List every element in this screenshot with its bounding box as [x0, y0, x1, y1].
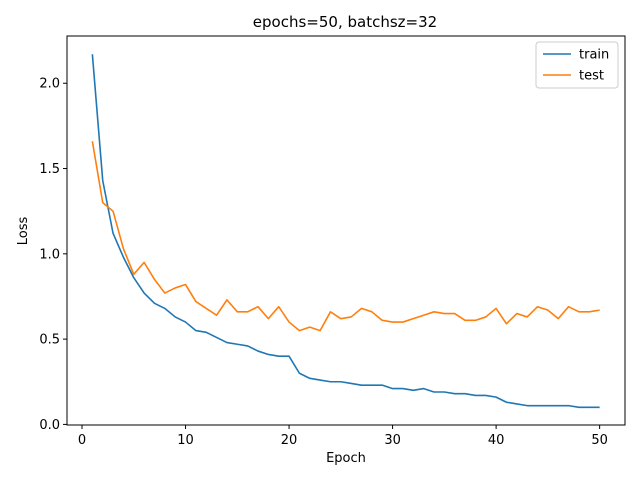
- x-tick-label: 40: [488, 433, 505, 448]
- x-tick-label: 10: [177, 433, 194, 448]
- y-tick-label: 1.5: [39, 162, 60, 177]
- legend-label-test: test: [579, 69, 604, 84]
- axes-frame: [66, 35, 626, 426]
- x-axis-ticks: 0 10 20 30 40 50: [78, 425, 608, 448]
- x-tick-label: 50: [591, 433, 608, 448]
- series-line-train: [91, 54, 600, 409]
- legend: train test: [535, 41, 619, 89]
- y-axis-title: Loss: [16, 217, 31, 246]
- legend-entries: train test: [543, 48, 609, 84]
- x-axis-title: Epoch: [326, 451, 366, 466]
- x-tick-label: 30: [384, 433, 401, 448]
- y-tick-label: 0.0: [39, 418, 60, 433]
- y-tick-label: 2.0: [39, 77, 60, 92]
- series-line-test: [91, 141, 600, 332]
- series-lines: [91, 54, 600, 409]
- chart-title: epochs=50, batchsz=32: [253, 13, 437, 31]
- legend-label-train: train: [579, 48, 609, 63]
- y-tick-label: 1.0: [39, 247, 60, 262]
- plot-area: [67, 36, 625, 425]
- x-tick-label: 20: [281, 433, 298, 448]
- axes-background: [67, 36, 625, 425]
- y-tick-label: 0.5: [39, 333, 60, 348]
- x-tick-label: 0: [78, 433, 86, 448]
- y-axis-ticks: 0.0 0.5 1.0 1.5 2.0: [39, 77, 67, 433]
